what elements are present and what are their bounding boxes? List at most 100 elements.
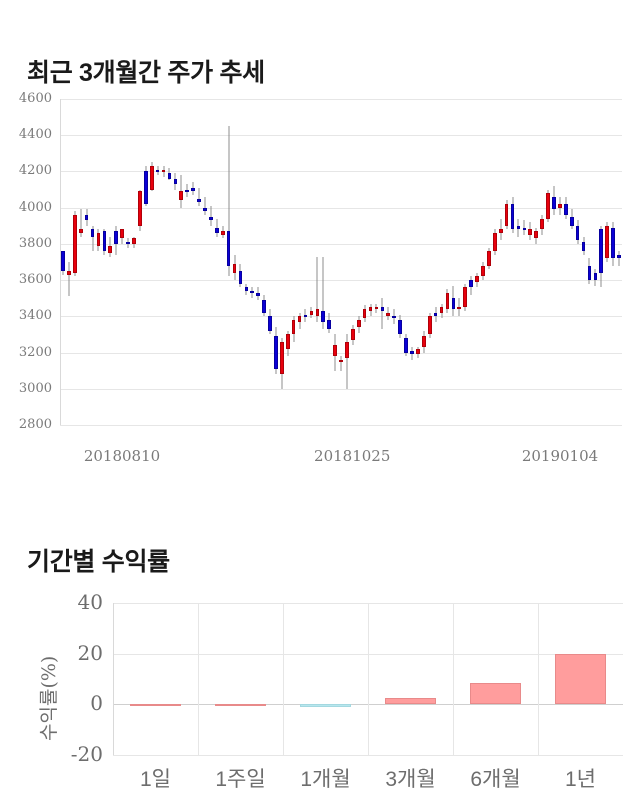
price-y-tick-label: 4400 xyxy=(18,127,52,143)
return-bar xyxy=(300,704,351,708)
candle-body xyxy=(214,227,219,233)
candlestick xyxy=(599,99,604,425)
candlestick xyxy=(84,99,89,425)
candlestick xyxy=(126,99,130,425)
candle-body xyxy=(333,345,337,357)
candle-body xyxy=(593,272,598,281)
candle-body xyxy=(552,196,556,210)
price-gridline xyxy=(60,425,622,426)
candle-body xyxy=(262,300,266,313)
candlestick xyxy=(362,99,367,425)
candle-body xyxy=(285,334,290,349)
candle-body xyxy=(445,292,450,310)
return-vertical-gridline xyxy=(368,603,369,755)
period-return-bar-chart: 40 20 0 -20 1일 1주일 1개월 3개월 6개월 1년 수익률(%) xyxy=(0,590,640,810)
candlestick xyxy=(315,99,320,425)
candle-body xyxy=(132,238,136,244)
return-vertical-gridline xyxy=(453,603,454,755)
candlestick xyxy=(173,99,178,425)
candle-body xyxy=(291,319,296,335)
candle-body xyxy=(469,280,473,288)
candle-wick xyxy=(204,196,206,215)
candle-body xyxy=(504,204,509,226)
candlestick xyxy=(96,99,101,425)
candle-body xyxy=(546,193,550,219)
candle-body xyxy=(155,169,160,172)
return-x-tick-label: 6개월 xyxy=(470,768,521,791)
candlestick xyxy=(492,99,497,425)
candle-body xyxy=(250,290,255,293)
return-y-tick-label: -20 xyxy=(70,742,103,766)
candlestick xyxy=(262,99,266,425)
candle-body xyxy=(167,173,172,179)
candle-body xyxy=(143,171,148,205)
price-gridline xyxy=(60,280,622,282)
candle-body xyxy=(540,218,544,230)
candlestick xyxy=(220,99,225,425)
candlestick xyxy=(457,99,462,425)
candle-wick xyxy=(393,309,395,324)
candle-body xyxy=(161,169,166,172)
candle-body xyxy=(256,292,260,297)
return-gridline xyxy=(113,755,623,756)
candlestick xyxy=(114,99,119,425)
candlestick xyxy=(451,99,456,425)
candle-body xyxy=(84,214,89,221)
candlestick xyxy=(339,99,343,425)
candle-wick xyxy=(618,251,620,266)
return-y-tick-label: 20 xyxy=(77,640,103,665)
candlestick xyxy=(238,99,243,425)
candlestick xyxy=(546,99,550,425)
candlestick xyxy=(487,99,491,425)
return-plot-area xyxy=(113,603,623,756)
candlestick xyxy=(274,99,278,425)
candlestick xyxy=(138,99,142,425)
candle-body xyxy=(575,225,580,241)
candlestick xyxy=(504,99,509,425)
candlestick xyxy=(291,99,296,425)
candlestick xyxy=(481,99,485,425)
candle-body xyxy=(268,316,272,331)
candle-body xyxy=(587,265,592,281)
candlestick xyxy=(250,99,255,425)
candlestick xyxy=(563,99,568,425)
candle-body xyxy=(481,265,485,277)
candlestick xyxy=(285,99,290,425)
price-y-axis-line xyxy=(60,99,61,425)
candlestick xyxy=(350,99,355,425)
price-x-tick-label: 20180810 xyxy=(83,447,161,465)
candle-body xyxy=(427,316,432,335)
candlestick xyxy=(416,99,420,425)
price-x-tick-label: 20190104 xyxy=(521,447,599,465)
candle-wick xyxy=(92,225,94,252)
candlestick xyxy=(534,99,539,425)
candlestick xyxy=(179,99,184,425)
candle-body xyxy=(463,287,468,308)
candle-body xyxy=(356,319,361,328)
candlestick xyxy=(475,99,479,425)
candle-body xyxy=(392,316,397,319)
candle-body xyxy=(404,338,408,353)
price-y-tick-label: 4600 xyxy=(18,91,52,106)
candlestick xyxy=(155,99,160,425)
candlestick xyxy=(209,99,213,425)
candle-body xyxy=(297,316,302,322)
candle-body xyxy=(398,319,402,335)
candle-body xyxy=(327,319,331,329)
candlestick xyxy=(593,99,598,425)
price-y-tick-label: 3000 xyxy=(18,380,52,396)
candlestick xyxy=(167,99,172,425)
candlestick xyxy=(321,99,326,425)
candlestick xyxy=(617,99,621,425)
candle-body xyxy=(558,204,562,208)
candlestick xyxy=(67,99,71,425)
price-gridline xyxy=(60,352,622,354)
price-gridline xyxy=(60,99,622,100)
candlestick xyxy=(268,99,272,425)
candle-body xyxy=(126,242,130,245)
candlestick xyxy=(197,99,201,425)
candle-body xyxy=(362,309,367,319)
price-y-tick-label: 3800 xyxy=(18,235,52,251)
candlestick xyxy=(280,99,284,425)
